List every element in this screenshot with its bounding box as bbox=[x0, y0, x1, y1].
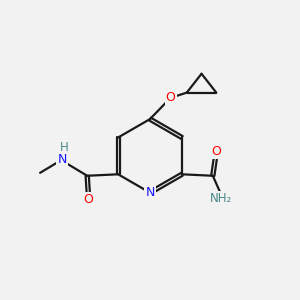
Text: O: O bbox=[166, 92, 176, 104]
Text: H: H bbox=[60, 141, 69, 154]
Text: N: N bbox=[145, 186, 155, 199]
Text: NH₂: NH₂ bbox=[210, 192, 232, 205]
Text: O: O bbox=[84, 194, 94, 206]
Text: O: O bbox=[212, 145, 221, 158]
Text: N: N bbox=[58, 153, 67, 166]
